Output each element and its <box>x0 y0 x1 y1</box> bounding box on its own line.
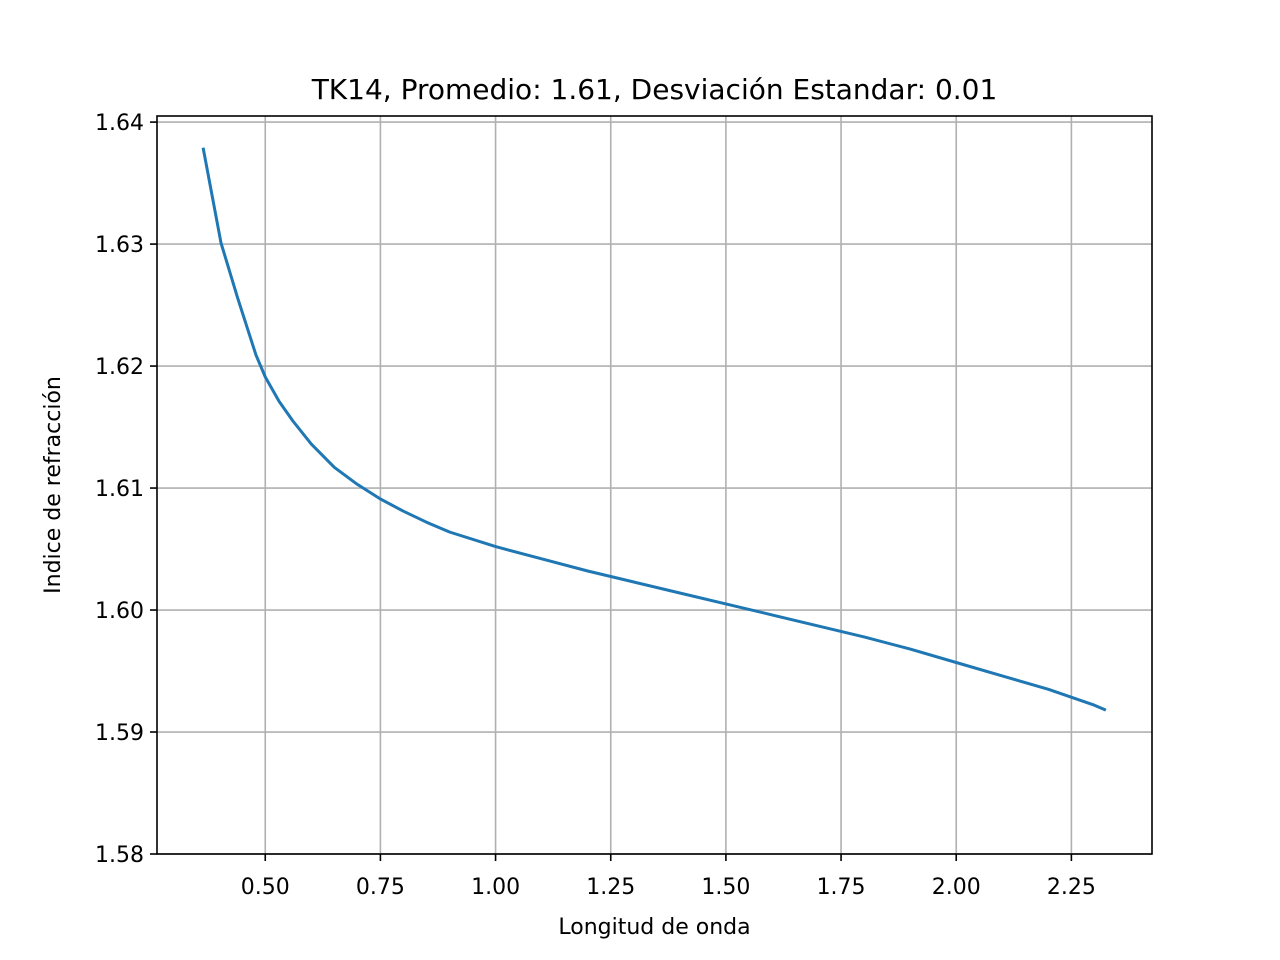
series-layer <box>201 147 1107 712</box>
y-tick-label: 1.58 <box>95 843 144 868</box>
x-tick-label: 2.00 <box>932 875 981 900</box>
y-tick-label: 1.62 <box>95 355 144 380</box>
plot-frame <box>156 115 1153 855</box>
grid-lines <box>157 116 1152 855</box>
y-tick-label: 1.60 <box>95 599 144 624</box>
y-axis-label: Indice de refracción <box>41 376 66 594</box>
y-tick-label: 1.61 <box>95 477 144 502</box>
y-tick-label: 1.64 <box>95 111 144 136</box>
x-tick-label: 0.50 <box>241 875 290 900</box>
chart-title: TK14, Promedio: 1.61, Desviación Estanda… <box>311 73 998 106</box>
x-tick-label: 1.00 <box>471 875 520 900</box>
y-tick-label: 1.59 <box>95 721 144 746</box>
series-line <box>201 147 1107 712</box>
axis-ticks: 0.50 0.75 1.00 1.25 1.50 1.75 2.00 2.25 1.58 1.59… <box>95 111 1096 900</box>
x-axis-label: Longitud de onda <box>558 915 750 940</box>
x-tick-label: 1.25 <box>586 875 635 900</box>
x-tick-label: 0.75 <box>356 875 405 900</box>
x-tick-label: 1.75 <box>817 875 866 900</box>
y-tick-label: 1.63 <box>95 233 144 258</box>
x-tick-label: 1.50 <box>701 875 750 900</box>
x-tick-label: 2.25 <box>1047 875 1096 900</box>
